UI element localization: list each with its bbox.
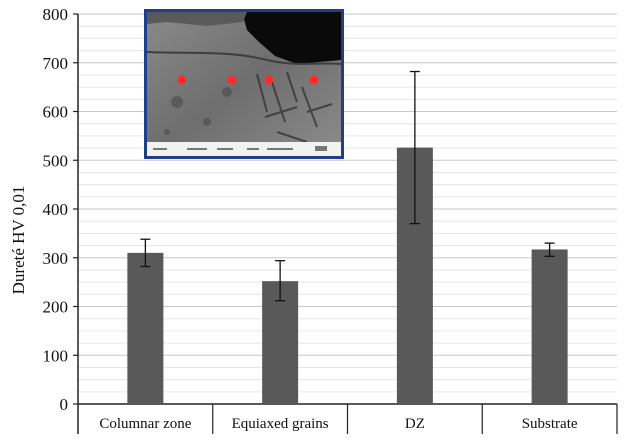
axes bbox=[73, 13, 618, 434]
marker-dot bbox=[177, 75, 187, 85]
marker-dot bbox=[227, 75, 237, 85]
y-tick-label: 700 bbox=[43, 54, 69, 73]
x-category-label: Columnar zone bbox=[99, 416, 191, 432]
y-axis-label: Dureté HV 0,01 bbox=[9, 186, 28, 295]
y-tick-label: 600 bbox=[43, 103, 69, 122]
x-category-label: DZ bbox=[405, 416, 425, 432]
error-bars bbox=[140, 70, 555, 302]
y-tick-label: 0 bbox=[60, 395, 69, 414]
y-tick-label: 800 bbox=[43, 5, 69, 24]
marker-dot bbox=[264, 75, 274, 85]
y-tick-label: 500 bbox=[43, 151, 69, 170]
bar bbox=[127, 252, 164, 404]
bars bbox=[127, 147, 568, 404]
marker-dot bbox=[309, 75, 319, 85]
micrograph-image bbox=[147, 12, 341, 156]
y-tick-label: 300 bbox=[43, 249, 69, 268]
measurement-markers bbox=[177, 75, 319, 85]
x-category-label: Substrate bbox=[522, 416, 578, 432]
grid-lines bbox=[78, 13, 617, 405]
bar bbox=[531, 249, 568, 404]
tick-labels: 0 100 200 300 400 500 600 700 800 Columnar zone Eq… bbox=[43, 5, 578, 432]
y-tick-label: 200 bbox=[43, 298, 69, 317]
y-tick-label: 100 bbox=[43, 346, 69, 365]
y-tick-label: 400 bbox=[43, 200, 69, 219]
x-category-label: Equiaxed grains bbox=[232, 416, 329, 432]
bar bbox=[262, 281, 299, 404]
micrograph-inset bbox=[144, 9, 344, 159]
